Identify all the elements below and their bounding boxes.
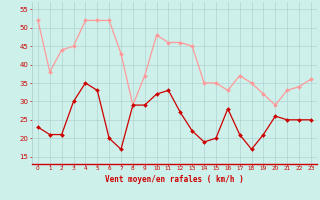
X-axis label: Vent moyen/en rafales ( km/h ): Vent moyen/en rafales ( km/h ) (105, 175, 244, 184)
